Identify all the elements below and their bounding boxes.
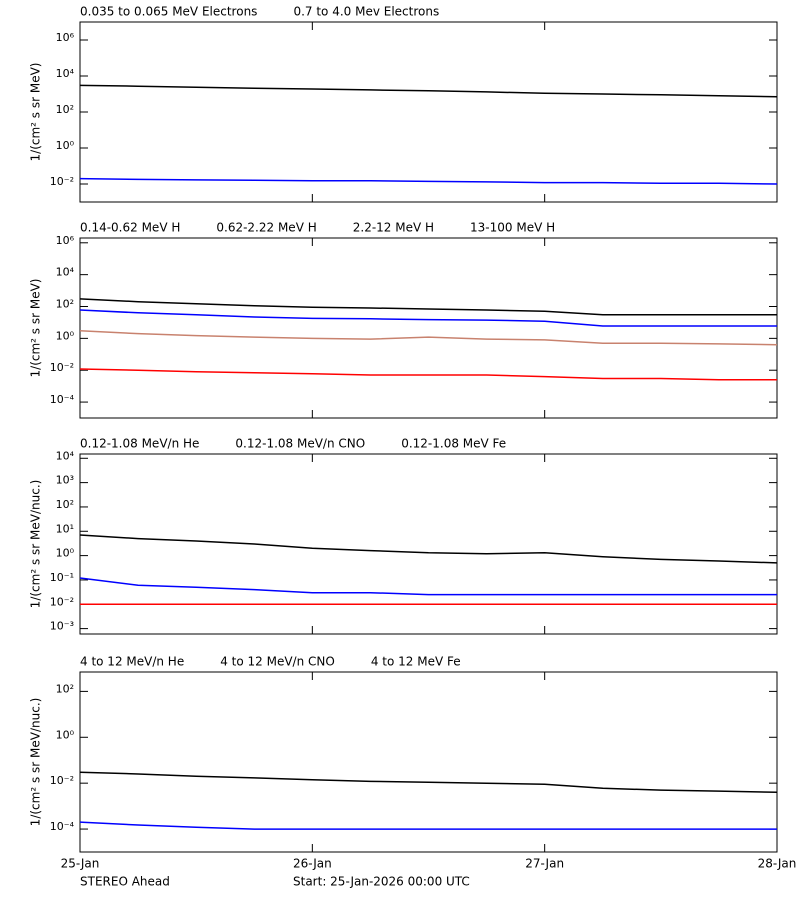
legend-entry: 0.12-1.08 MeV Fe (401, 437, 506, 451)
y-tick-label: 10⁰ (56, 139, 75, 152)
spacecraft-label: STEREO Ahead (80, 875, 170, 889)
y-tick-label: 10² (56, 298, 74, 311)
series-line (79, 368, 777, 381)
legend-entry: 0.035 to 0.065 MeV Electrons (80, 5, 257, 19)
plot-frame (79, 237, 778, 419)
y-tick-label: 10¹ (56, 522, 74, 535)
series-line (79, 330, 778, 346)
start-label: Start: 25-Jan-2026 00:00 UTC (293, 875, 470, 889)
plot-frame (79, 671, 778, 853)
y-tick-label: 10⁻² (50, 595, 74, 608)
legend-entry: 0.7 to 4.0 Mev Electrons (293, 5, 439, 19)
series-line (79, 309, 777, 327)
y-tick-label: 10⁴ (56, 67, 75, 80)
y-axis-label: 1/(cm² s sr MeV/nuc.) (29, 480, 43, 609)
series-line (79, 298, 777, 316)
series-line (79, 577, 777, 596)
plot-frame (79, 453, 778, 635)
legend-entry: 2.2-12 MeV H (353, 221, 434, 235)
y-tick-label: 10⁰ (56, 728, 75, 741)
y-axis-label: 1/(cm² s sr MeV) (29, 279, 43, 378)
y-tick-label: 10⁴ (56, 449, 75, 462)
y-tick-label: 10⁻² (50, 361, 74, 374)
series-line (79, 821, 777, 830)
y-tick-label: 10⁴ (56, 266, 75, 279)
x-tick-label: 25-Jan (61, 857, 100, 871)
y-tick-label: 10⁶ (56, 31, 75, 44)
series-line (79, 771, 778, 794)
legend-entry: 4 to 12 MeV/n He (80, 655, 184, 669)
y-tick-label: 10⁻⁴ (50, 820, 75, 833)
y-tick-label: 10² (56, 682, 74, 695)
legend-entry: 0.12-1.08 MeV/n He (80, 437, 199, 451)
y-tick-label: 10⁻¹ (50, 571, 74, 584)
y-tick-label: 10⁶ (56, 234, 75, 247)
plot-frame (79, 21, 778, 203)
y-axis-label: 1/(cm² s sr MeV/nuc.) (29, 698, 43, 827)
y-tick-label: 10² (56, 103, 74, 116)
x-tick-label: 28-Jan (758, 857, 797, 871)
y-tick-label: 10² (56, 498, 74, 511)
series-line (79, 534, 778, 564)
legend-entry: 4 to 12 MeV Fe (371, 655, 461, 669)
x-tick-label: 27-Jan (525, 857, 564, 871)
y-tick-label: 10⁰ (56, 329, 75, 342)
legend-entry: 0.12-1.08 MeV/n CNO (235, 437, 365, 451)
y-tick-label: 10⁻³ (50, 620, 74, 633)
series-line (79, 84, 778, 98)
series-line (79, 177, 778, 185)
y-tick-label: 10⁰ (56, 547, 75, 560)
legend-entry: 13-100 MeV H (470, 221, 555, 235)
y-tick-label: 10⁻² (50, 175, 74, 188)
y-tick-label: 10⁻² (50, 774, 74, 787)
y-axis-label: 1/(cm² s sr MeV) (29, 63, 43, 162)
legend-entry: 0.62-2.22 MeV H (216, 221, 316, 235)
y-tick-label: 10⁻⁴ (50, 393, 75, 406)
legend-entry: 0.14-0.62 MeV H (80, 221, 180, 235)
x-tick-label: 26-Jan (293, 857, 332, 871)
legend-entry: 4 to 12 MeV/n CNO (220, 655, 335, 669)
y-tick-label: 10³ (56, 474, 74, 487)
